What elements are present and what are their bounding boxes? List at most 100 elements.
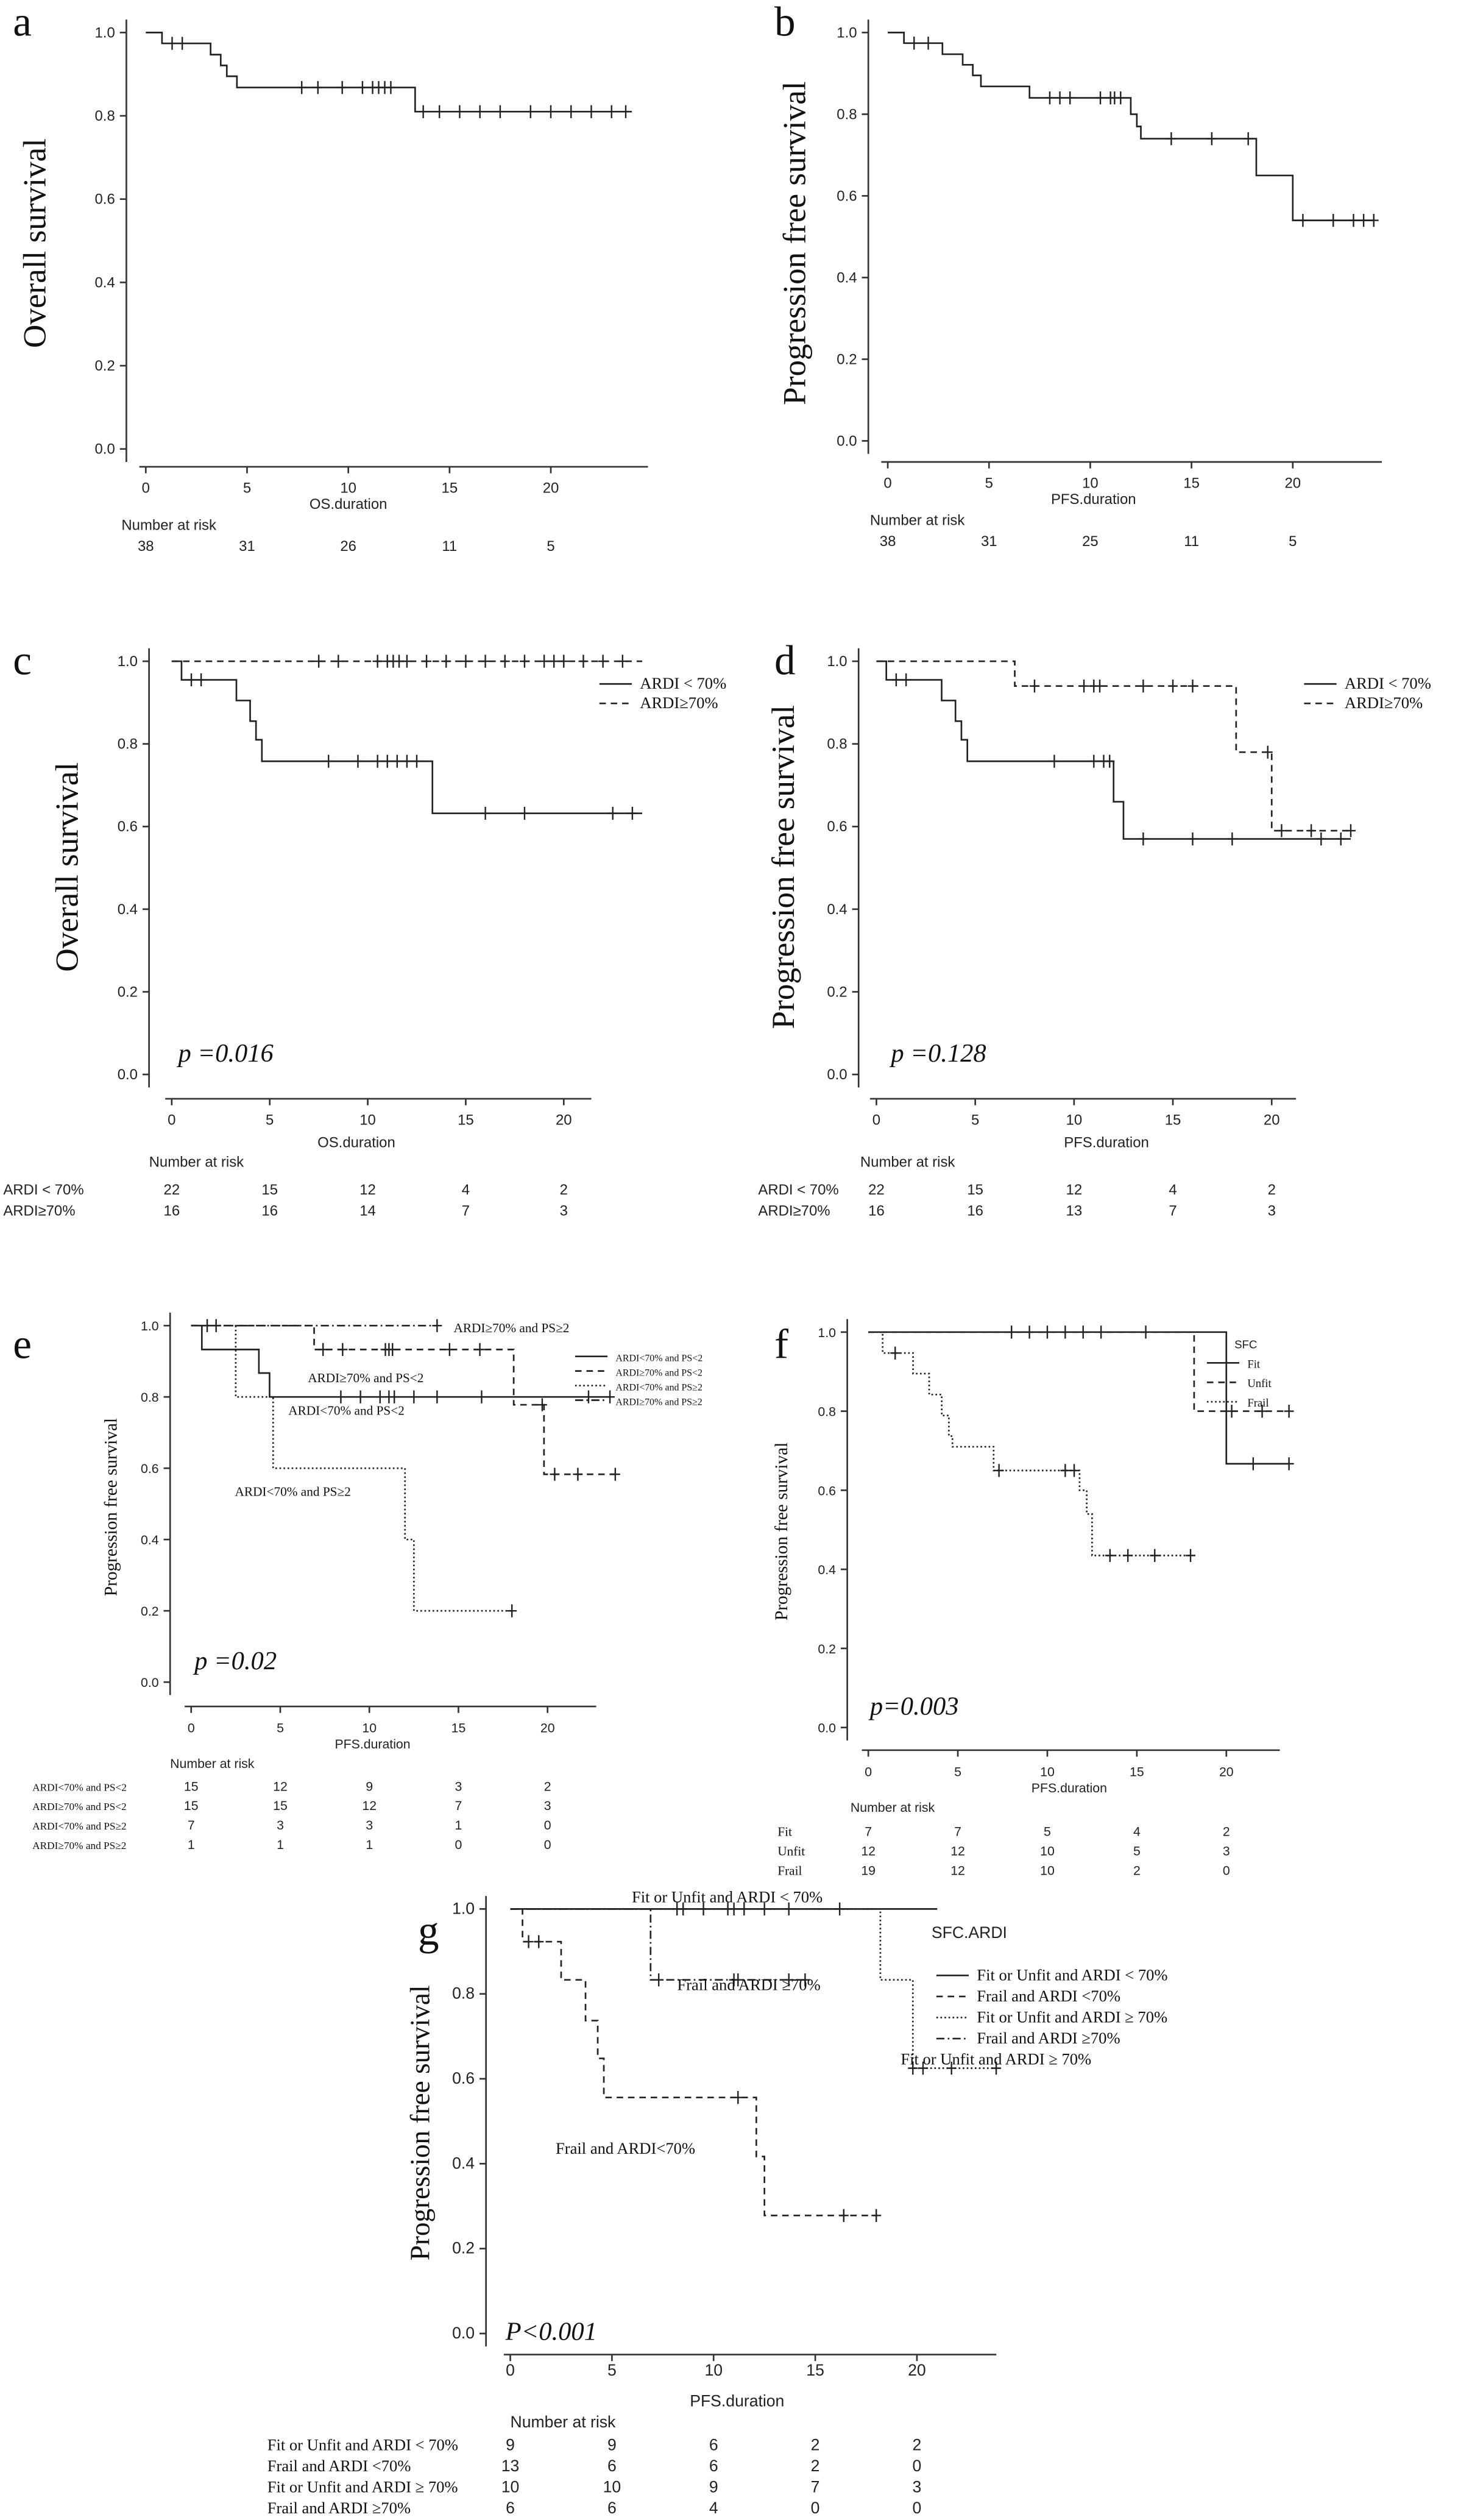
censor-mark: [186, 673, 196, 687]
x-tick-label: 10: [1040, 1764, 1055, 1779]
censor-mark: [1368, 213, 1379, 227]
x-axis-label: PFS.duration: [1032, 1781, 1107, 1795]
risk-row-label: ARDI<70% and PS<2: [32, 1781, 127, 1793]
x-tick-label: 10: [340, 480, 356, 497]
censor-mark: [1079, 680, 1089, 693]
risk-count: 38: [880, 533, 896, 550]
risk-count: 9: [366, 1779, 373, 1794]
risk-count: 4: [1133, 1825, 1141, 1839]
risk-count: 10: [1040, 1844, 1055, 1859]
x-tick-label: 15: [1165, 1112, 1181, 1128]
legend-entry: ARDI<70% and PS<2: [615, 1354, 702, 1364]
censor-mark: [678, 1902, 688, 1916]
censor-mark: [1166, 132, 1177, 146]
censor-mark: [1060, 1464, 1070, 1477]
censor-mark: [800, 1973, 810, 1987]
censor-mark: [994, 1464, 1004, 1477]
risk-count: 6: [607, 2499, 617, 2517]
risk-table-title: Number at risk: [511, 2413, 617, 2431]
risk-table-title: Number at risk: [851, 1800, 935, 1815]
curve-annotation: ARDI<70% and PS≥2: [235, 1484, 351, 1499]
censor-mark: [610, 1468, 620, 1481]
y-tick-label: 0.4: [818, 1563, 836, 1577]
risk-count: 5: [1133, 1844, 1141, 1859]
censor-mark: [559, 655, 569, 668]
censor-mark: [523, 1935, 534, 1948]
risk-count: 9: [607, 2435, 617, 2454]
risk-count: 7: [811, 2478, 820, 2496]
x-tick-label: 0: [872, 1112, 880, 1128]
censor-mark: [461, 655, 471, 668]
risk-count: 0: [913, 2457, 922, 2475]
panel-letter: c: [13, 636, 32, 683]
censor-mark: [1257, 1404, 1267, 1418]
x-tick-label: 0: [142, 480, 150, 497]
censor-mark: [890, 1346, 901, 1360]
panel-letter: e: [13, 1320, 32, 1367]
censor-mark: [1336, 832, 1346, 846]
censor-mark: [901, 673, 911, 687]
censor-mark: [1069, 1464, 1080, 1477]
risk-row-label: ARDI≥70%: [758, 1202, 830, 1219]
y-tick-label: 0.4: [837, 269, 857, 286]
censor-mark: [1044, 91, 1055, 105]
y-tick-label: 0.8: [452, 1984, 475, 2003]
x-tick-label: 20: [1219, 1764, 1234, 1779]
survival-curve-2: [510, 1908, 877, 2217]
legend-entry: ARDI<70% and PS≥2: [615, 1383, 702, 1393]
censor-mark: [1105, 754, 1115, 768]
censor-mark: [167, 37, 177, 50]
censor-mark: [422, 655, 432, 668]
censor-mark: [1078, 1326, 1088, 1339]
risk-table-title: Number at risk: [149, 1154, 244, 1171]
censor-mark: [1206, 132, 1217, 146]
risk-row-label: Fit or Unfit and ARDI < 70%: [267, 2435, 458, 2454]
censor-mark: [500, 655, 510, 668]
panel-f: [840, 1319, 1294, 1757]
risk-count: 3: [913, 2478, 922, 2496]
x-axis-label: PFS.duration: [690, 2392, 784, 2410]
risk-row-label: Fit: [777, 1825, 792, 1839]
survival-curve-1: [876, 660, 1351, 840]
risk-count: 0: [1223, 1864, 1230, 1878]
censor-mark: [909, 37, 919, 50]
censor-mark: [1138, 832, 1148, 846]
panel-a: [119, 20, 648, 474]
risk-count: 10: [501, 2478, 520, 2496]
risk-count: 1: [366, 1837, 373, 1852]
censor-mark: [1116, 91, 1126, 105]
risk-count: 38: [138, 538, 154, 555]
censor-mark: [1055, 91, 1065, 105]
risk-count: 2: [811, 2457, 820, 2475]
y-tick-label: 0.0: [95, 441, 115, 458]
risk-count: 3: [1268, 1202, 1276, 1219]
x-tick-label: 20: [543, 480, 559, 497]
censor-mark: [1226, 1404, 1237, 1418]
y-tick-label: 0.0: [452, 2324, 475, 2342]
censor-mark: [1060, 1326, 1070, 1339]
y-tick-label: 0.2: [95, 358, 115, 374]
risk-count: 12: [950, 1844, 965, 1859]
censor-mark: [621, 105, 631, 118]
risk-count: 3: [277, 1818, 284, 1833]
risk-count: 10: [603, 2478, 621, 2496]
risk-count: 16: [164, 1202, 180, 1219]
censor-mark: [297, 80, 307, 94]
y-tick-label: 0.6: [827, 818, 847, 835]
censor-mark: [1298, 213, 1308, 227]
risk-count: 13: [1066, 1202, 1083, 1219]
risk-count: 2: [544, 1779, 551, 1794]
y-tick-label: 0.6: [118, 818, 138, 835]
risk-count: 5: [547, 538, 554, 555]
risk-count: 7: [188, 1818, 195, 1833]
y-tick-label: 0.6: [141, 1461, 159, 1476]
risk-count: 13: [501, 2457, 520, 2475]
y-tick-label: 0.6: [452, 2069, 475, 2087]
y-axis-label: Progression free survival: [765, 705, 801, 1029]
censor-mark: [606, 105, 617, 118]
risk-row-label: ARDI≥70%: [3, 1202, 75, 1219]
censor-mark: [1089, 754, 1099, 768]
risk-count: 2: [811, 2435, 820, 2454]
panel-letter: d: [774, 636, 796, 683]
y-tick-label: 0.8: [141, 1390, 159, 1405]
